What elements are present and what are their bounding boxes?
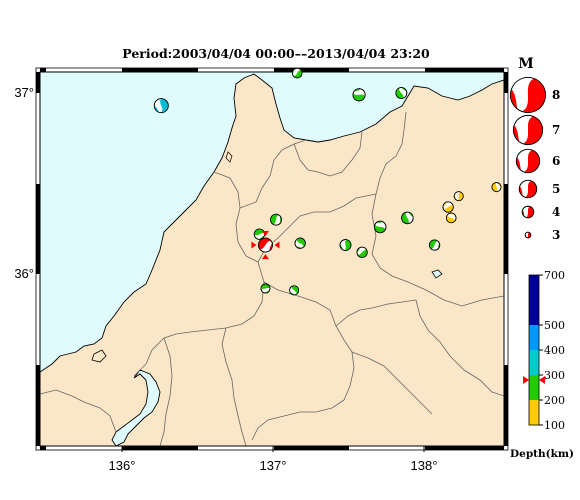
focal-mechanism: [453, 191, 464, 202]
event-markers: [153, 67, 502, 296]
focal-mechanism: [401, 211, 414, 225]
map-frame-ticks: [35, 67, 509, 451]
focal-mechanism: [395, 87, 408, 99]
magnitude-legend-label: 4: [552, 205, 560, 219]
focal-mechanism: [253, 228, 265, 240]
depth-tick-label: 300: [544, 369, 565, 382]
frame-bar-left: [36, 365, 40, 446]
focal-mechanism-highlight: [258, 237, 273, 253]
y-tick-label: 37°: [14, 85, 34, 100]
magnitude-legend-ball: [524, 231, 532, 239]
depth-tick-label: 200: [544, 394, 565, 407]
inland-lakes: [225, 151, 233, 163]
map-title: Period:2003/04/04 00:00––2013/04/04 23:2…: [122, 46, 430, 61]
highlight-arrow: [261, 231, 269, 237]
focal-mechanism: [153, 98, 169, 114]
magnitude-legend-ball: [518, 179, 538, 199]
focal-mechanism: [352, 88, 366, 102]
outer-frame: [35, 67, 509, 451]
focal-mechanism: [442, 201, 454, 213]
depth-band: [529, 400, 539, 425]
depth-tick-label: 700: [544, 269, 565, 282]
focal-mechanism: [374, 220, 387, 234]
frame-bar-top: [122, 68, 198, 72]
y-tick-label: 36°: [14, 266, 34, 281]
depth-band: [529, 275, 539, 325]
depth-unit-label: Depth(km): [510, 448, 574, 460]
focal-mechanism: [291, 67, 303, 79]
frame-bar-top: [40, 68, 46, 72]
focal-mechanism: [270, 213, 282, 226]
x-tick-label: 137°: [260, 458, 287, 473]
highlight-arrows: [251, 231, 280, 260]
depth-tick-label: 400: [544, 344, 565, 357]
magnitude-legend-label: 3: [552, 228, 560, 242]
prefecture-borders: [40, 111, 504, 446]
depth-tick-label: 500: [544, 319, 565, 332]
frame-bar-bottom: [40, 446, 46, 450]
frame-bar-bottom: [122, 446, 198, 450]
magnitude-legend-ball: [512, 114, 544, 146]
magnitude-legend-title: M: [518, 56, 534, 72]
magnitude-legend-ball: [510, 77, 546, 113]
depth-band: [529, 325, 539, 350]
highlight-arrow: [251, 241, 257, 249]
x-tick-label: 136°: [109, 458, 136, 473]
magnitude-legend-label: 6: [552, 154, 560, 168]
depth-band: [529, 375, 539, 400]
frame-bar-right: [504, 365, 508, 446]
magnitude-legend: M 8 7 6 5 4 3: [510, 56, 560, 242]
highlight-arrow: [274, 241, 280, 249]
frame-bar-right: [504, 72, 508, 93]
focal-mechanism: [491, 182, 502, 193]
magnitude-legend-label: 7: [552, 123, 560, 137]
depth-scale: 700 500 400 300 200 100 Depth(km): [510, 269, 574, 460]
magnitude-legend-ball: [515, 148, 541, 174]
focal-mechanism: [445, 212, 457, 224]
depth-tick-label: 100: [544, 419, 565, 432]
focal-mechanism: [429, 239, 441, 251]
coastal-islet: [91, 349, 107, 363]
depth-marker-left: [523, 376, 529, 384]
lake-suwa: [431, 269, 443, 279]
highlight-arrow: [261, 254, 269, 260]
frame-bar-bottom: [425, 446, 504, 450]
depth-marker-right: [539, 376, 545, 384]
land: [40, 73, 504, 446]
focal-mechanism: [289, 285, 300, 296]
magnitude-legend-label: 5: [552, 182, 560, 196]
focal-mechanism: [356, 246, 368, 258]
frame-bar-left: [36, 72, 40, 93]
depth-band: [529, 350, 539, 375]
axis-labels: 136° 137° 138° 37° 36°: [14, 85, 437, 473]
focal-mechanism: [260, 283, 271, 294]
frame-bar-left: [36, 184, 40, 274]
frame-bar-top: [274, 68, 349, 72]
map-area: [35, 67, 509, 451]
focal-mechanism: [294, 237, 306, 249]
lake-biwa: [111, 369, 161, 446]
magnitude-legend-label: 8: [552, 88, 560, 102]
frame-bar-bottom: [274, 446, 349, 450]
frame-bar-right: [504, 184, 508, 274]
x-tick-label: 138°: [411, 458, 438, 473]
focal-mechanism: [339, 239, 352, 251]
magnitude-legend-ball: [521, 205, 535, 219]
frame-bar-top: [425, 68, 504, 72]
